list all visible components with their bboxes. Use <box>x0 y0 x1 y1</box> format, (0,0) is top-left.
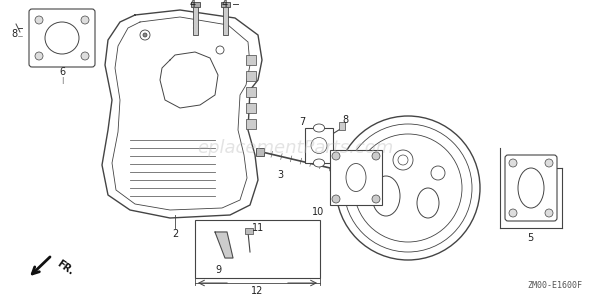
Ellipse shape <box>372 176 400 216</box>
Circle shape <box>35 16 43 24</box>
Circle shape <box>143 33 147 37</box>
FancyBboxPatch shape <box>29 9 95 67</box>
Text: 8: 8 <box>342 115 348 125</box>
Circle shape <box>431 166 445 180</box>
Text: eplacementParts.com: eplacementParts.com <box>197 139 393 157</box>
Bar <box>246 87 256 97</box>
Circle shape <box>336 116 480 260</box>
Ellipse shape <box>45 22 79 54</box>
Text: 8: 8 <box>11 29 17 39</box>
Text: 11: 11 <box>252 223 264 233</box>
Text: 10: 10 <box>312 207 324 217</box>
Bar <box>246 103 256 113</box>
Circle shape <box>545 209 553 217</box>
Ellipse shape <box>417 188 439 218</box>
Bar <box>223 5 228 35</box>
Text: |: | <box>61 76 63 83</box>
Circle shape <box>372 152 380 160</box>
Text: 2: 2 <box>172 229 178 239</box>
Circle shape <box>545 159 553 167</box>
FancyBboxPatch shape <box>505 155 557 221</box>
Bar <box>191 2 200 7</box>
Text: FR.: FR. <box>55 258 76 276</box>
Circle shape <box>509 159 517 167</box>
Ellipse shape <box>518 168 544 208</box>
Bar <box>246 55 256 65</box>
Circle shape <box>354 134 462 242</box>
Circle shape <box>398 155 408 165</box>
Text: 4: 4 <box>222 0 228 9</box>
Text: 4: 4 <box>190 0 196 9</box>
Circle shape <box>509 209 517 217</box>
Bar <box>246 71 256 81</box>
Ellipse shape <box>346 163 366 191</box>
Circle shape <box>393 150 413 170</box>
Circle shape <box>140 30 150 40</box>
Circle shape <box>81 16 89 24</box>
Circle shape <box>332 195 340 203</box>
Bar <box>221 2 230 7</box>
Bar <box>245 228 253 234</box>
Circle shape <box>372 195 380 203</box>
Circle shape <box>81 52 89 60</box>
Text: 9: 9 <box>215 265 221 275</box>
Circle shape <box>35 52 43 60</box>
Text: 3: 3 <box>277 170 283 180</box>
Bar <box>193 5 198 35</box>
Polygon shape <box>215 232 233 258</box>
Text: 6: 6 <box>59 67 65 77</box>
Circle shape <box>311 137 327 153</box>
Text: 7: 7 <box>299 117 305 127</box>
Text: 12: 12 <box>251 286 263 295</box>
Bar <box>195 220 320 278</box>
Circle shape <box>344 124 472 252</box>
Circle shape <box>216 46 224 54</box>
Circle shape <box>332 152 340 160</box>
Bar <box>256 148 264 156</box>
Text: ZM00-E1600F: ZM00-E1600F <box>527 281 582 290</box>
Ellipse shape <box>313 159 325 167</box>
Text: 5: 5 <box>527 233 533 243</box>
Bar <box>246 119 256 129</box>
Bar <box>339 122 345 130</box>
Bar <box>305 128 333 163</box>
Bar <box>330 150 382 205</box>
Ellipse shape <box>313 124 325 132</box>
